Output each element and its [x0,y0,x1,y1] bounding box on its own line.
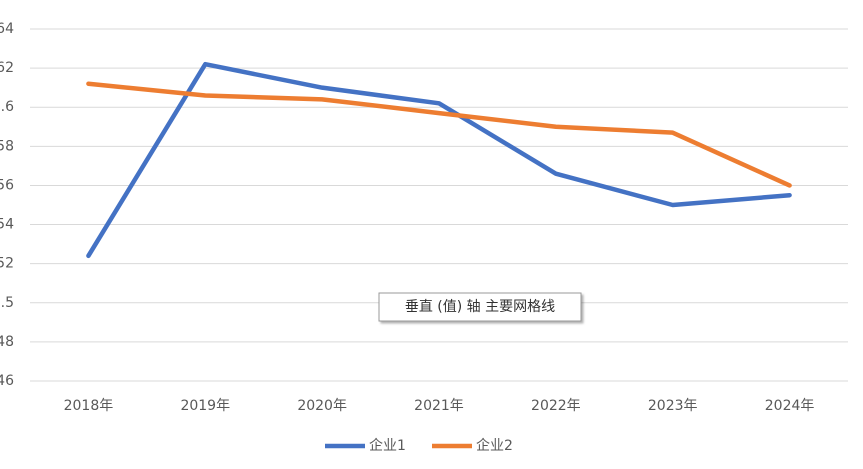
x-tick-label: 2021年 [414,398,464,414]
legend-label: 企业1 [369,437,406,454]
y-tick-label: 0.52 [0,256,14,272]
y-tick-label: 0.58 [0,138,14,154]
legend-label: 企业2 [476,437,513,454]
x-tick-label: 2024年 [765,398,815,414]
y-tick-label: 0.46 [0,373,14,389]
y-tick-label: 0.62 [0,60,14,76]
y-tick-label: 0.56 [0,177,14,193]
x-tick-label: 2020年 [297,398,347,414]
tooltip-text: 垂直 (值) 轴 主要网格线 [405,298,555,315]
tooltip: 垂直 (值) 轴 主要网格线 [378,292,582,322]
x-tick-label: 2018年 [64,398,114,414]
y-tick-label: 0.54 [0,217,14,233]
y-tick-label: 0.5 [0,295,14,311]
tooltip-box [378,292,582,322]
x-tick-label: 2023年 [648,398,698,414]
x-tick-label: 2022年 [531,398,581,414]
x-tick-label: 2019年 [180,398,230,414]
y-tick-label: 0.6 [0,99,14,115]
y-tick-label: 0.48 [0,334,14,350]
y-tick-label: 0.64 [0,21,14,37]
series-line [86,61,792,259]
series-line [86,81,792,188]
